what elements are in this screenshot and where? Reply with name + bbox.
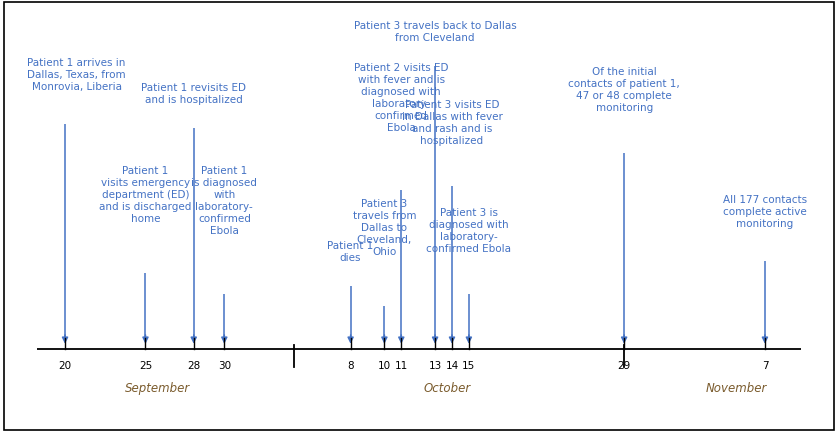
Text: 15: 15 (463, 361, 475, 371)
Text: 30: 30 (218, 361, 231, 371)
Text: Patient 1
dies: Patient 1 dies (328, 241, 374, 263)
Text: 11: 11 (395, 361, 408, 371)
Text: November: November (706, 382, 768, 395)
Text: Patient 3 is
diagnosed with
laboratory-
confirmed Ebola: Patient 3 is diagnosed with laboratory- … (427, 208, 511, 254)
Text: Of the initial
contacts of patient 1,
47 or 48 complete
monitoring: Of the initial contacts of patient 1, 47… (568, 67, 680, 113)
Text: 25: 25 (139, 361, 153, 371)
Text: 10: 10 (378, 361, 391, 371)
Text: 28: 28 (187, 361, 200, 371)
Text: Patient 1 revisits ED
and is hospitalized: Patient 1 revisits ED and is hospitalize… (142, 83, 246, 105)
Text: 13: 13 (428, 361, 442, 371)
Text: Patient 2 visits ED
with fever and is
diagnosed with
laboratory-
confirmed
Ebola: Patient 2 visits ED with fever and is di… (354, 63, 448, 133)
Text: 20: 20 (59, 361, 71, 371)
Text: 14: 14 (445, 361, 458, 371)
Text: Patient 1
is diagnosed
with
laboratory-
confirmed
Ebola: Patient 1 is diagnosed with laboratory- … (191, 166, 257, 236)
Text: October: October (423, 382, 471, 395)
Text: Patient 3
travels from
Dallas to
Cleveland,
Ohio: Patient 3 travels from Dallas to Clevela… (353, 200, 416, 257)
Text: September: September (125, 382, 190, 395)
Text: Patient 3 visits ED
in Dallas with fever
and rash and is
hospitalized: Patient 3 visits ED in Dallas with fever… (401, 100, 503, 146)
Text: Patient 3 travels back to Dallas
from Cleveland: Patient 3 travels back to Dallas from Cl… (354, 21, 516, 43)
Text: 8: 8 (347, 361, 354, 371)
Text: 29: 29 (618, 361, 631, 371)
Text: Patient 1
visits emergency
department (ED)
and is discharged
home: Patient 1 visits emergency department (E… (99, 166, 192, 224)
Text: Patient 1 arrives in
Dallas, Texas, from
Monrovia, Liberia: Patient 1 arrives in Dallas, Texas, from… (27, 58, 126, 92)
Text: All 177 contacts
complete active
monitoring: All 177 contacts complete active monitor… (723, 195, 807, 229)
Text: 7: 7 (762, 361, 768, 371)
